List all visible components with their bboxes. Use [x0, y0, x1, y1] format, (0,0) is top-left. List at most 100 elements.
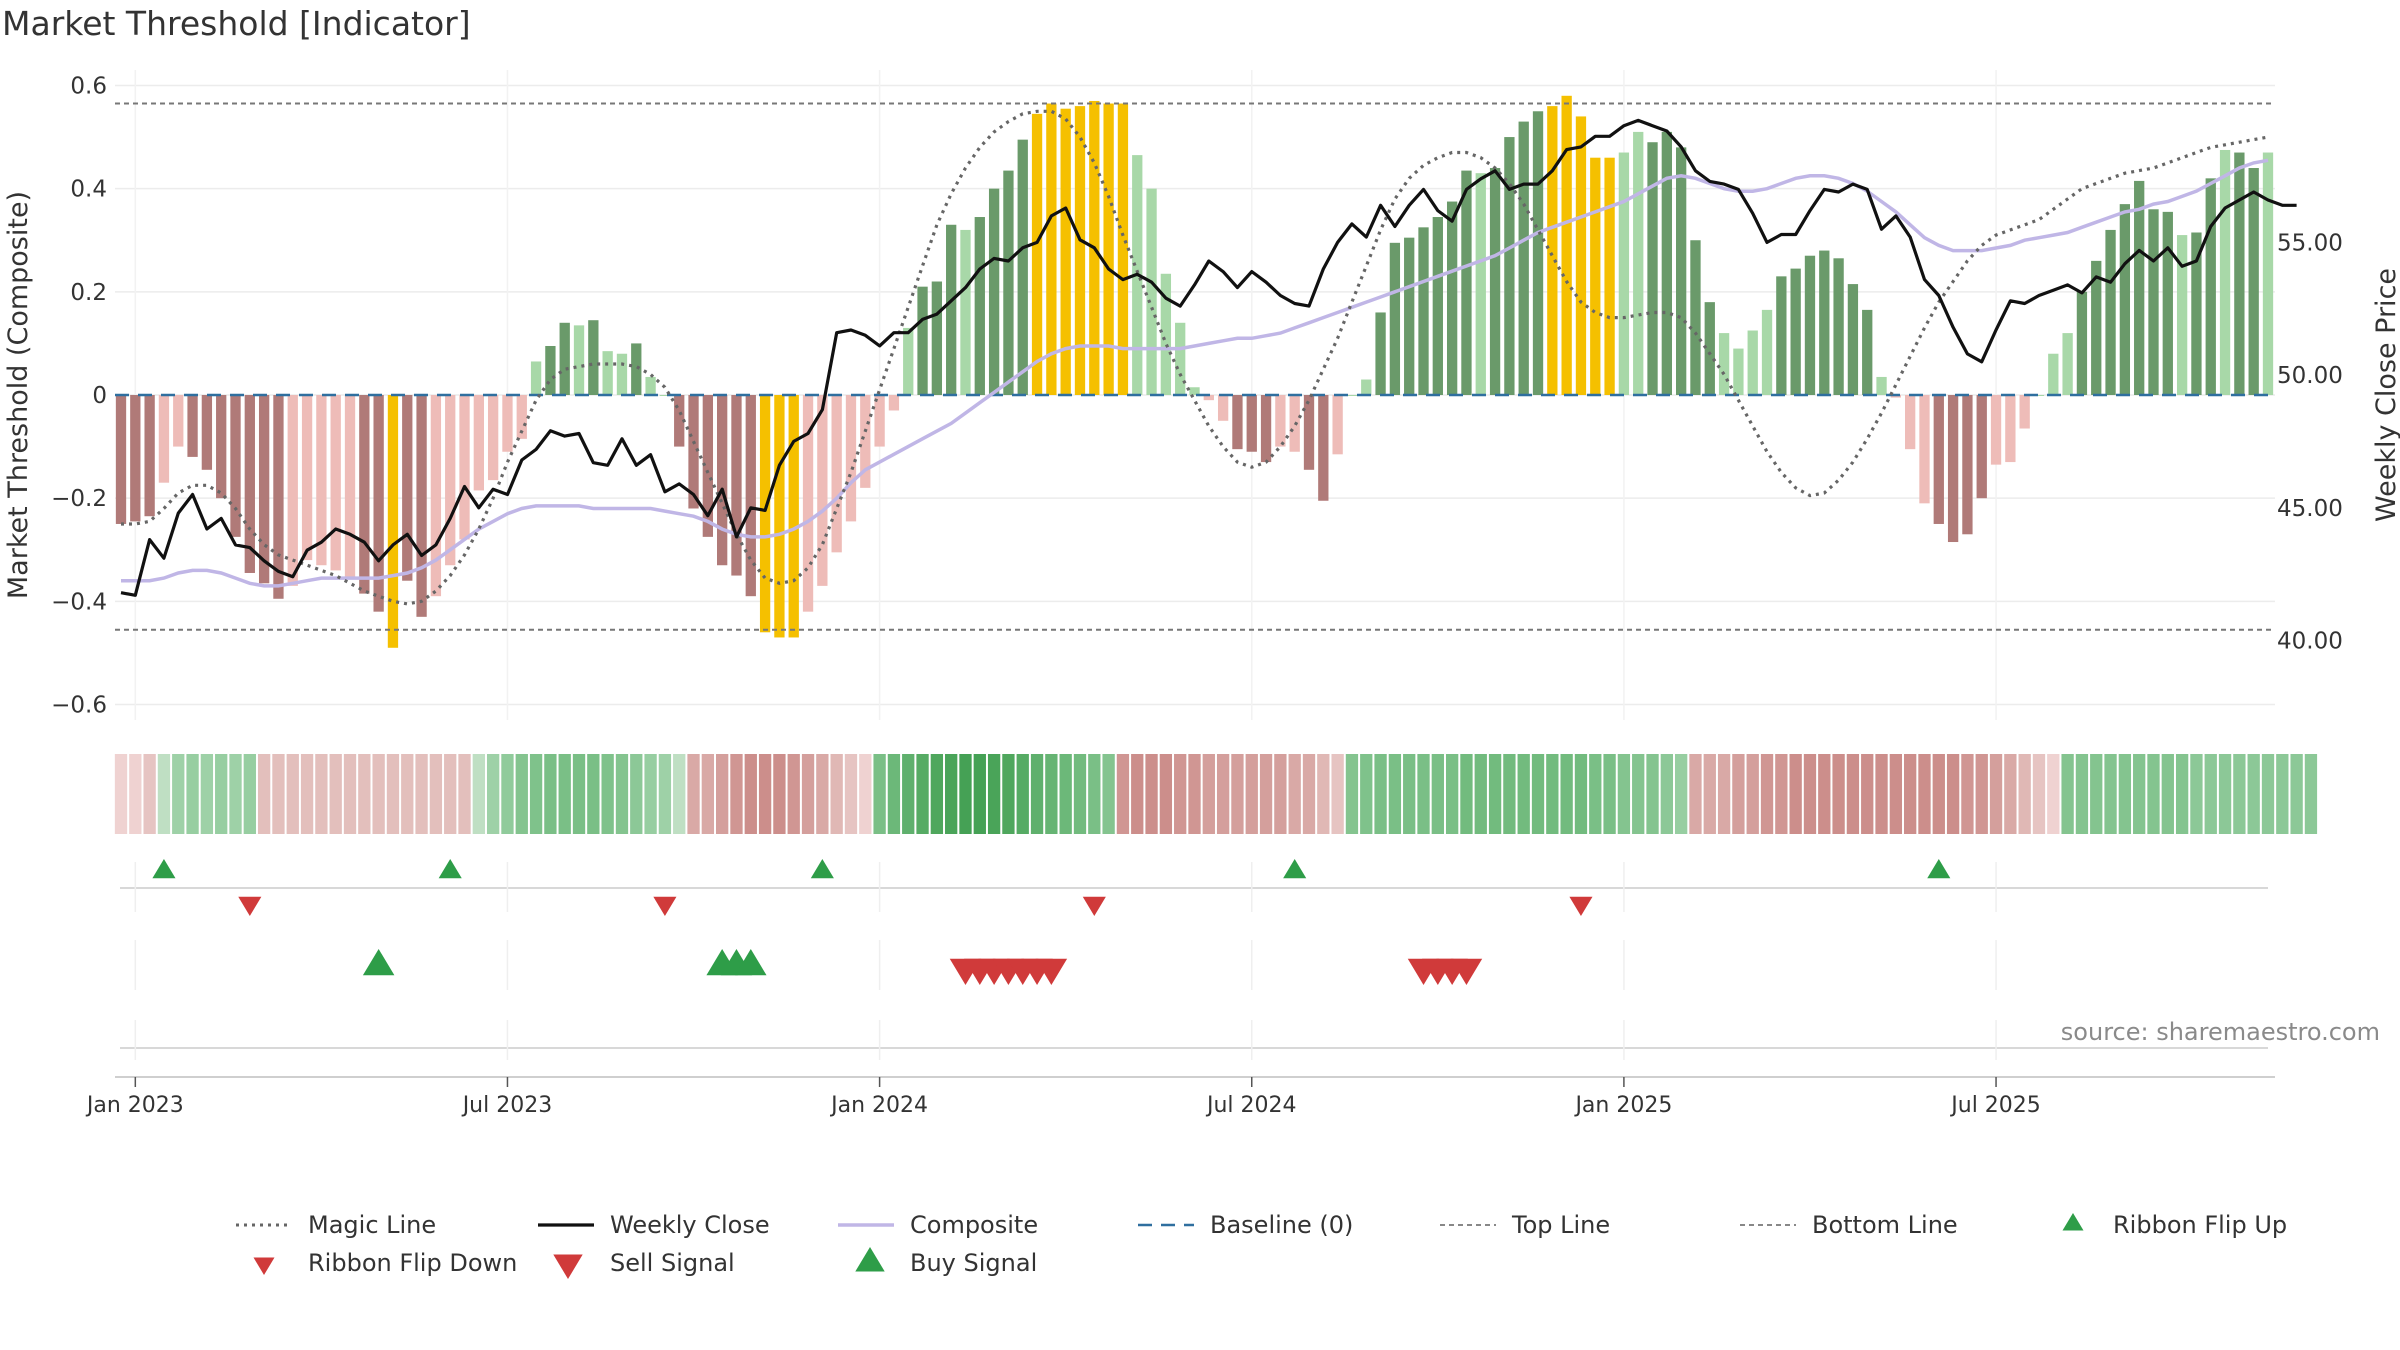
composite-bar: [2105, 229, 2116, 395]
left-tick-label: −0.6: [51, 693, 107, 719]
x-tick-label: Jan 2025: [1573, 1093, 1672, 1118]
ribbon-cell: [1760, 754, 1774, 834]
ribbon-cell: [186, 754, 199, 834]
composite-bar: [788, 395, 799, 638]
composite-bar: [2062, 333, 2073, 395]
composite-bar: [287, 395, 298, 586]
ribbon-cell: [572, 754, 586, 834]
right-tick-label: 45.00: [2277, 496, 2343, 522]
ribbon-cell: [129, 754, 142, 834]
composite-bar: [1575, 116, 1587, 395]
sell-signal-marker: [1035, 958, 1068, 985]
composite-bar: [1676, 147, 1687, 395]
ribbon-cell: [1403, 754, 1416, 834]
legend-item: Bottom Line: [1740, 1211, 1958, 1239]
composite-bar: [173, 395, 184, 447]
composite-bar: [1747, 330, 1758, 395]
ribbon-cell: [229, 754, 242, 834]
ribbon-cell: [1388, 754, 1402, 834]
ribbon-cell: [1059, 754, 1072, 834]
composite-bar: [631, 343, 642, 395]
ribbon-cell: [1832, 754, 1845, 834]
legend-label: Sell Signal: [610, 1249, 735, 1277]
ribbon-cell: [2190, 754, 2203, 834]
composite-bar: [1060, 108, 1071, 395]
composite-bar: [1189, 387, 1200, 395]
composite-bar: [1103, 103, 1114, 396]
composite-bar: [1905, 395, 1916, 450]
composite-bar: [230, 395, 241, 537]
ribbon-cell: [2004, 754, 2017, 834]
buy-signal-marker: [362, 949, 395, 976]
legend-item: Magic Line: [236, 1211, 436, 1239]
composite-bar: [545, 345, 556, 395]
ribbon-cell: [1946, 754, 1960, 834]
ribbon-cell: [2218, 754, 2232, 834]
y-axis-label-left: Market Threshold (Composite): [3, 191, 34, 599]
left-tick-label: 0.4: [70, 177, 107, 203]
composite-bar: [2262, 152, 2274, 395]
ribbon-cell: [1202, 754, 1215, 834]
ribbon-cell: [887, 754, 901, 834]
ribbon-cell: [2118, 754, 2132, 834]
composite-bar: [2033, 395, 2045, 396]
ribbon-cell: [1918, 754, 1931, 834]
ribbon-cell: [2104, 754, 2117, 834]
composite-bar: [2148, 209, 2159, 395]
composite-bar: [1446, 201, 1458, 395]
ribbon-cell: [2061, 754, 2074, 834]
composite-bar: [1690, 240, 1701, 395]
composite-bar: [1361, 379, 1372, 395]
ribbon-cell: [1345, 754, 1359, 834]
legend-item: Top Line: [1440, 1211, 1610, 1239]
ribbon-cell: [1116, 754, 1130, 834]
ribbon-cell: [1245, 754, 1258, 834]
composite-bar: [1919, 395, 1930, 504]
ribbon-flip-up-marker: [1283, 859, 1307, 879]
composite-bar: [144, 395, 155, 517]
ribbon-cell: [730, 754, 743, 834]
ribbon-cell: [1818, 754, 1831, 834]
ribbon-cell: [1288, 754, 1301, 834]
left-tick-label: −0.2: [51, 486, 107, 512]
ribbon-cell: [286, 754, 299, 834]
composite-bar: [1160, 273, 1172, 395]
composite-bar: [1590, 157, 1601, 395]
ribbon-flip-up-marker: [810, 859, 834, 879]
composite-bar: [2134, 180, 2145, 395]
legend-label: Composite: [910, 1211, 1038, 1239]
composite-bar: [802, 395, 814, 612]
legend-item: Baseline (0): [1138, 1211, 1353, 1239]
legend-label: Baseline (0): [1210, 1211, 1353, 1239]
ribbon-cell: [1789, 754, 1802, 834]
composite-bar: [1404, 237, 1415, 395]
ribbon-cell: [1188, 754, 1201, 834]
ribbon-cell: [1989, 754, 2003, 834]
composite-bar: [1976, 395, 1987, 499]
composite-bar: [1718, 333, 1730, 395]
composite-bar: [1332, 395, 1343, 455]
composite-bar: [530, 361, 542, 395]
composite-bar: [359, 395, 370, 594]
sell-signal-marker: [1450, 958, 1483, 985]
composite-bar: [473, 395, 484, 491]
x-tick-label: Jan 2023: [85, 1093, 184, 1118]
composite-bar: [588, 320, 599, 395]
ribbon-cell: [973, 754, 986, 834]
composite-bar: [2248, 168, 2259, 395]
ribbon-cell: [2290, 754, 2303, 834]
composite-bar: [888, 395, 900, 411]
ribbon-cell: [1775, 754, 1788, 834]
composite-bar: [373, 395, 384, 612]
ribbon-cell: [716, 754, 729, 834]
ribbon-cell: [1875, 754, 1888, 834]
composite-bar: [1518, 121, 1529, 395]
ribbon-cell: [1975, 754, 1988, 834]
composite-bar: [731, 395, 742, 576]
composite-bar: [960, 229, 971, 395]
ribbon-cell: [401, 754, 414, 834]
composite-bar: [1175, 322, 1186, 395]
composite-bar: [1561, 95, 1572, 396]
ribbon-cell: [1274, 754, 1287, 834]
